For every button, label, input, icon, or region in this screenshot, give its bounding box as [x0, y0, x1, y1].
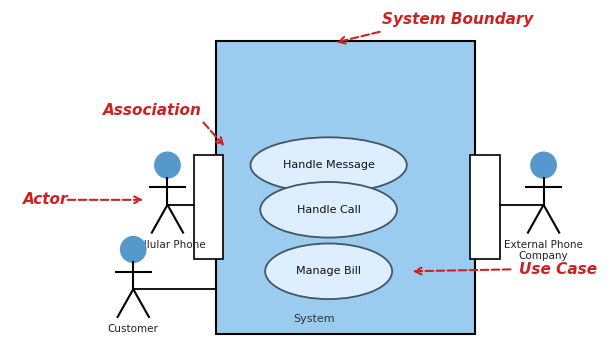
Circle shape	[531, 152, 556, 178]
Bar	[470, 155, 500, 260]
Ellipse shape	[265, 243, 392, 299]
Text: Cellular Phone: Cellular Phone	[129, 239, 205, 249]
Bar	[216, 41, 475, 334]
Circle shape	[155, 152, 180, 178]
Ellipse shape	[251, 137, 407, 193]
Text: System: System	[293, 314, 335, 324]
Text: Manage Bill: Manage Bill	[296, 266, 361, 276]
Text: Use Case: Use Case	[519, 262, 598, 277]
Ellipse shape	[260, 182, 397, 238]
Text: Customer: Customer	[108, 324, 159, 334]
Bar	[194, 155, 223, 260]
Circle shape	[121, 237, 146, 262]
Text: Actor: Actor	[23, 192, 68, 207]
Text: External Phone
Company: External Phone Company	[504, 239, 583, 261]
Text: System Boundary: System Boundary	[383, 12, 533, 27]
Text: Handle Call: Handle Call	[297, 205, 360, 215]
Text: Handle Message: Handle Message	[283, 160, 375, 170]
Text: Association: Association	[103, 103, 202, 118]
